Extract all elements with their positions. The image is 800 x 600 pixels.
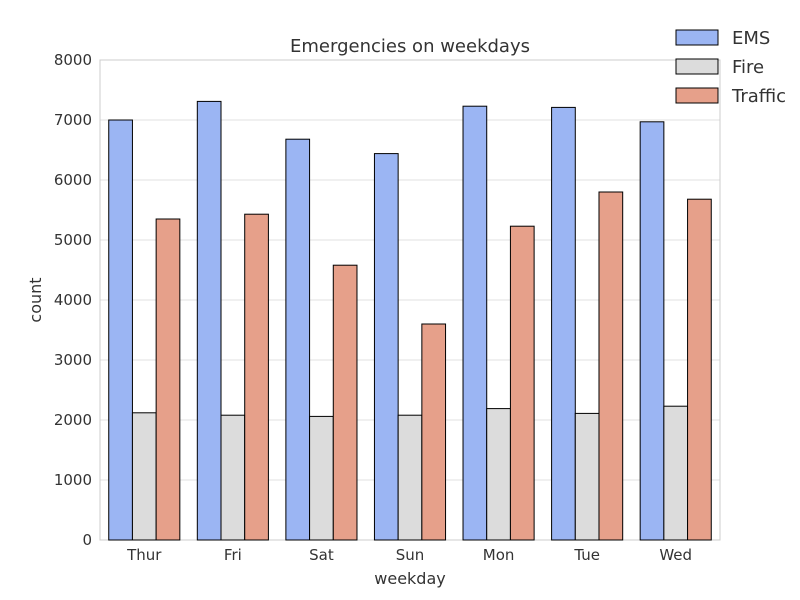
x-tick-label: Tue — [573, 546, 600, 564]
y-tick-label: 0 — [82, 531, 92, 549]
bar-ems-thur — [108, 119, 133, 541]
chart-title: Emergencies on weekdays — [290, 36, 530, 57]
y-tick-label: 7000 — [54, 111, 92, 129]
legend-label-ems: EMS — [732, 28, 770, 49]
bar-ems-tue — [551, 106, 576, 541]
bar-ems-sun — [373, 153, 399, 541]
y-axis-label: count — [26, 277, 45, 322]
legend-swatch-fire — [675, 58, 719, 75]
x-tick-label: Wed — [659, 546, 692, 564]
y-tick-label: 3000 — [54, 351, 92, 369]
bar-traffic-mon — [509, 225, 535, 541]
bar-ems-wed — [639, 121, 665, 541]
bar-fire-mon — [486, 408, 511, 541]
bar-traffic-sun — [421, 323, 447, 541]
bar-fire-thur — [131, 412, 157, 541]
bar-fire-sat — [309, 415, 334, 541]
y-tick-labels: 0 1000 2000 3000 4000 5000 6000 7000 8000 — [54, 51, 92, 549]
x-tick-label: Sun — [396, 546, 425, 564]
bar-ems-fri — [196, 100, 222, 541]
x-axis-label: weekday — [374, 569, 445, 588]
legend-swatch-traffic — [675, 87, 719, 104]
bar-ems-mon — [462, 105, 488, 541]
bar-fire-sun — [397, 414, 423, 541]
bar-ems-sat — [285, 138, 311, 541]
y-tick-label: 8000 — [54, 51, 92, 69]
bar-fire-wed — [663, 405, 689, 541]
bar-traffic-tue — [598, 191, 624, 541]
legend-swatch-ems — [675, 29, 719, 46]
bar-traffic-sat — [332, 264, 358, 541]
x-tick-labels: Thur Fri Sat Sun Mon Tue Wed — [126, 546, 692, 564]
bar-traffic-fri — [244, 213, 269, 541]
y-tick-label: 6000 — [54, 171, 92, 189]
y-tick-label: 1000 — [54, 471, 92, 489]
bar-fire-fri — [220, 414, 246, 541]
y-tick-label: 4000 — [54, 291, 92, 309]
y-tick-label: 2000 — [54, 411, 92, 429]
x-tick-label: Sat — [309, 546, 334, 564]
x-tick-label: Fri — [224, 546, 242, 564]
x-tick-label: Mon — [483, 546, 515, 564]
x-tick-label: Thur — [126, 546, 162, 564]
legend: EMS Fire Traffic — [675, 28, 786, 107]
bar-traffic-thur — [155, 218, 181, 541]
bar-traffic-wed — [687, 198, 712, 541]
legend-label-traffic: Traffic — [731, 86, 786, 107]
legend-label-fire: Fire — [732, 57, 764, 78]
bar-fire-tue — [574, 412, 600, 541]
bars-group — [108, 100, 712, 541]
y-tick-label: 5000 — [54, 231, 92, 249]
